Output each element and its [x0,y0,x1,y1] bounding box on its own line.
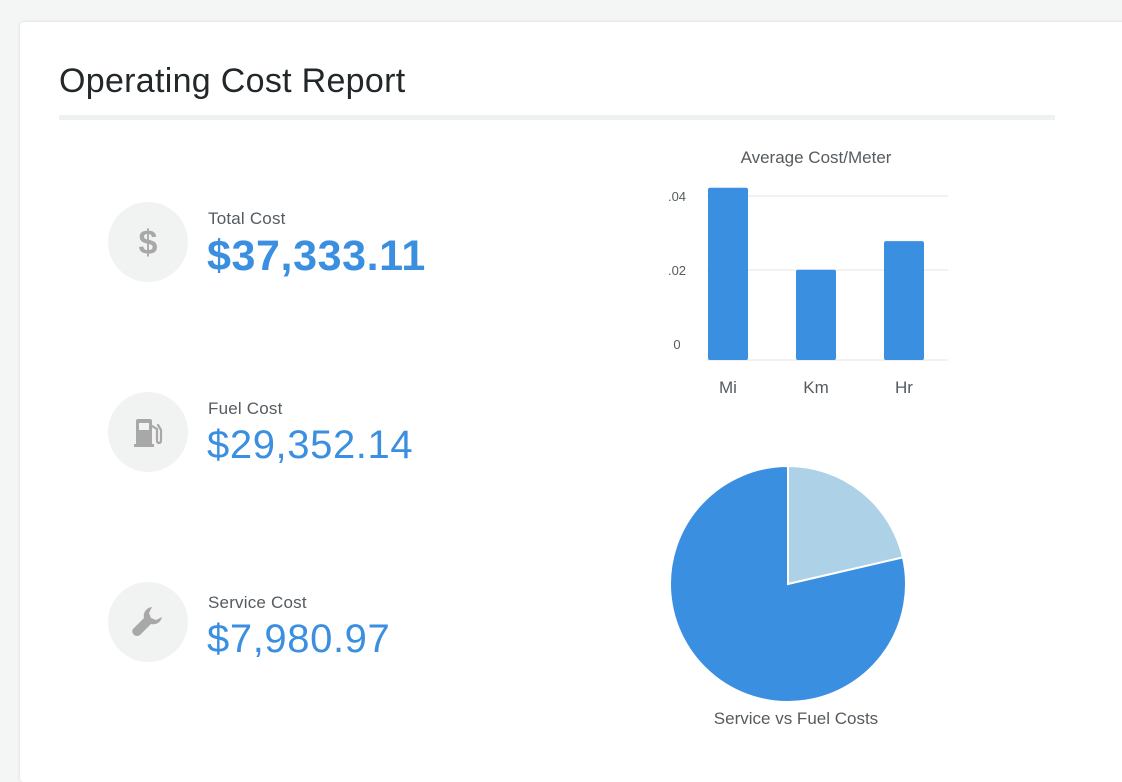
pie-slice-fuel-cost [669,464,907,703]
service-vs-fuel-pie-chart: Service vs Fuel Costs [669,464,907,728]
y-tick-label: .02 [668,263,686,278]
wrench-icon [108,582,188,662]
svg-text:$: $ [139,224,158,262]
y-tick-label: .04 [668,189,686,204]
total-cost-label: Total Cost [208,209,286,228]
pie-chart-title: Service vs Fuel Costs [714,709,878,728]
x-tick-label: Km [803,378,829,397]
bar-km [796,269,836,360]
x-tick-label: Mi [719,378,737,397]
fuel-cost-label: Fuel Cost [208,399,283,418]
fuel-cost-value: $29,352.14 [207,423,414,467]
total-cost-stat: $ Total Cost $37,333.11 [108,202,588,284]
report-card: Operating Cost Report $ Total Cost $37,3… [20,22,1122,782]
bar-mi [708,187,748,360]
fuel-pump-icon [108,392,188,472]
title-divider [59,115,1055,120]
bar-hr [884,241,924,360]
bar-chart-title: Average Cost/Meter [741,148,892,167]
service-cost-value: $7,980.97 [207,617,391,661]
pie-slice-service-cost [787,464,905,586]
total-cost-value: $37,333.11 [207,232,426,280]
service-cost-stat: Service Cost $7,980.97 [108,582,588,664]
average-cost-chart: Average Cost/Meter 0 .02 .04 Mi Km Hr [620,140,980,410]
fuel-cost-stat: Fuel Cost $29,352.14 [108,392,588,474]
service-cost-label: Service Cost [208,593,307,612]
service-vs-fuel-chart: Service vs Fuel Costs [660,432,960,732]
x-tick-label: Hr [895,378,913,397]
y-tick-label: 0 [673,337,680,352]
dollar-icon: $ [108,202,188,282]
average-cost-bar-chart: Average Cost/Meter 0 .02 .04 Mi Km Hr [668,148,948,397]
page-title: Operating Cost Report [59,62,406,100]
